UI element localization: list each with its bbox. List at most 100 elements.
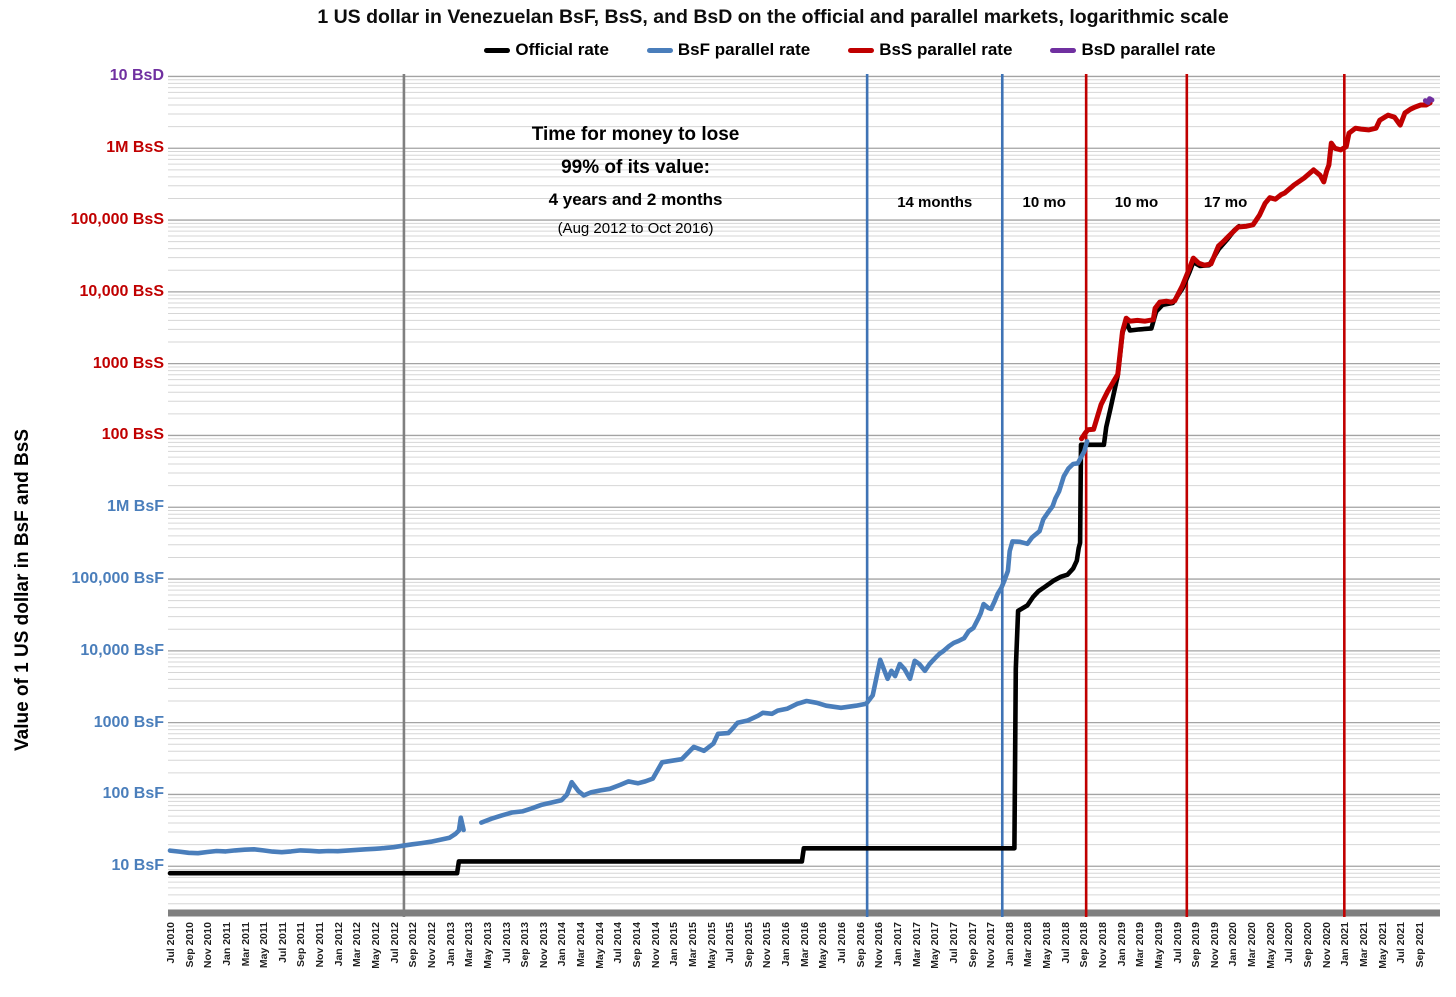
annotation-line: (Aug 2012 to Oct 2016)	[557, 220, 714, 237]
x-axis-tick-label: Jul 2018	[1059, 922, 1072, 964]
x-axis-tick-label: Jul 2021	[1395, 922, 1408, 964]
period-label: 10 mo	[1022, 194, 1066, 211]
x-axis-tick-label: Sep 2021	[1413, 922, 1426, 968]
x-axis-tick-label: Nov 2013	[537, 922, 550, 969]
x-axis-tick-label: Sep 2015	[742, 922, 755, 968]
x-axis-tick-label: Jul 2016	[836, 922, 849, 964]
y-axis-tick-label: 100,000 BsS	[70, 211, 164, 229]
x-axis-tick-label: Sep 2016	[854, 922, 867, 968]
x-axis-tick-label: Sep 2010	[183, 922, 196, 968]
x-axis-tick-label: Nov 2015	[761, 922, 774, 969]
x-axis-tick-label: Jan 2015	[668, 922, 681, 967]
x-axis-tick-label: Nov 2011	[314, 922, 327, 968]
x-axis-tick-label: Jul 2017	[947, 922, 960, 964]
x-axis-bar	[168, 909, 1440, 917]
x-axis-tick-label: Mar 2017	[910, 922, 923, 967]
y-axis-title: Value of 1 US dollar in BsF and BsS	[12, 428, 33, 752]
x-axis-tick-label: Jan 2012	[332, 922, 345, 967]
x-axis-tick-label: May 2019	[1152, 922, 1165, 969]
x-axis-tick-label: Jan 2014	[556, 922, 569, 967]
x-axis-tick-label: May 2014	[593, 922, 606, 969]
period-label: 14 months	[897, 194, 973, 211]
x-axis-tick-label: Jul 2020	[1283, 922, 1296, 964]
period-label: 17 mo	[1203, 194, 1248, 211]
x-axis-tick-label: Sep 2011	[295, 922, 308, 967]
x-axis-tick-label: Jul 2011	[276, 922, 289, 963]
y-axis-tick-label: 1M BsF	[107, 498, 164, 516]
annotation-line: Time for money to lose	[531, 124, 740, 145]
y-axis-tick-label: 10 BsD	[109, 67, 164, 85]
x-axis-tick-label: Nov 2012	[425, 922, 438, 969]
y-axis-tick-label: 10,000 BsF	[80, 641, 164, 659]
x-axis-tick-label: Nov 2017	[985, 922, 998, 969]
legend-label: BsS parallel rate	[879, 40, 1013, 59]
x-axis-tick-label: Mar 2016	[798, 922, 811, 967]
bss-parallel-rate-line	[1079, 100, 1433, 442]
x-axis-tick-label: Jan 2021	[1339, 922, 1352, 967]
chart-legend: Official rate BsF parallel rate BsS para…	[300, 40, 1400, 60]
x-axis-tick-label: Jul 2015	[724, 922, 737, 964]
x-axis-tick-label: May 2012	[370, 922, 383, 969]
x-axis-tick-label: Nov 2016	[873, 922, 886, 969]
legend-item-official: Official rate	[484, 40, 609, 60]
x-axis-tick-label: Mar 2015	[686, 922, 699, 967]
y-axis-tick-label: 1000 BsF	[93, 713, 164, 731]
legend-label: BsD parallel rate	[1081, 40, 1216, 59]
x-axis-tick-label: May 2021	[1376, 922, 1389, 969]
x-axis-tick-label: Jan 2013	[444, 922, 457, 967]
legend-label: Official rate	[515, 40, 609, 59]
x-axis-tick-label: Jan 2019	[1115, 922, 1128, 967]
x-axis-tick-label: Nov 2010	[202, 922, 215, 969]
y-axis-tick-label: 100,000 BsF	[71, 570, 164, 588]
x-axis-tick-label: Jul 2012	[388, 922, 401, 964]
x-axis-tick-label: Jul 2019	[1171, 922, 1184, 964]
x-axis-tick-label: Jan 2020	[1227, 922, 1240, 967]
bss-parallel-swatch-icon	[848, 47, 875, 53]
x-axis-tick-label: Jul 2010	[165, 922, 177, 964]
bsd-parallel-rate-line	[1422, 96, 1435, 105]
bsf-parallel-rate-line	[479, 439, 1090, 825]
x-axis-tick-label: Jul 2013	[500, 922, 513, 964]
x-axis-tick-label: May 2013	[481, 922, 494, 969]
x-axis-tick-label: Mar 2020	[1246, 922, 1259, 967]
annotation-block: Time for money to lose 99% of its value:…	[386, 118, 886, 242]
x-axis-tick-label: Mar 2021	[1357, 922, 1370, 967]
y-axis-tick-label: 10,000 BsS	[79, 282, 164, 300]
y-axis-tick-label: 100 BsF	[102, 785, 164, 803]
y-axis-tick-label: 100 BsS	[101, 426, 164, 444]
bsd-parallel-swatch-icon	[1050, 47, 1077, 53]
x-axis-tick-label: Sep 2017	[966, 922, 979, 968]
x-axis-tick-label: May 2016	[817, 922, 830, 969]
x-axis-tick-label: Sep 2013	[519, 922, 532, 968]
legend-item-bss-parallel: BsS parallel rate	[848, 40, 1012, 60]
annotation-line: 4 years and 2 months	[548, 190, 723, 209]
x-axis-tick-label: May 2017	[929, 922, 942, 969]
y-axis-tick-label: 1M BsS	[106, 139, 164, 157]
x-axis-tick-label: Sep 2014	[631, 922, 643, 968]
x-axis-tick-label: May 2018	[1041, 922, 1054, 969]
x-axis-tick-label: Jan 2017	[891, 922, 904, 967]
chart-title: 1 US dollar in Venezuelan BsF, BsS, and …	[317, 6, 1229, 28]
x-axis-tick-label: May 2020	[1264, 922, 1277, 969]
x-axis-tick-label: Mar 2018	[1022, 922, 1035, 967]
legend-item-bsd-parallel: BsD parallel rate	[1050, 40, 1216, 60]
x-axis-tick-label: Nov 2014	[649, 922, 662, 969]
x-axis-tick-label: Jan 2011	[220, 922, 233, 966]
official-rate-line	[167, 223, 1242, 876]
x-axis-tick-label: Nov 2019	[1208, 922, 1221, 969]
bsf-parallel-rate-line	[167, 815, 466, 856]
x-axis-tick-label: Mar 2014	[575, 922, 588, 967]
x-axis-tick-label: Jul 2014	[612, 922, 625, 964]
x-axis-tick-label: Jan 2016	[780, 922, 793, 967]
x-axis-tick-label: Nov 2018	[1097, 922, 1109, 969]
x-axis-tick-label: Nov 2020	[1320, 922, 1333, 969]
legend-label: BsF parallel rate	[677, 40, 811, 59]
official-rate-swatch-icon	[484, 47, 511, 53]
y-axis-tick-label: 1000 BsS	[92, 354, 164, 372]
x-axis-tick-label: Sep 2012	[407, 922, 420, 968]
annotation-line: 99% of its value:	[561, 157, 710, 178]
x-axis-tick-label: Jan 2018	[1003, 922, 1016, 967]
x-axis-tick-label: Mar 2019	[1134, 922, 1147, 967]
x-axis-tick-label: Mar 2011	[239, 922, 252, 967]
